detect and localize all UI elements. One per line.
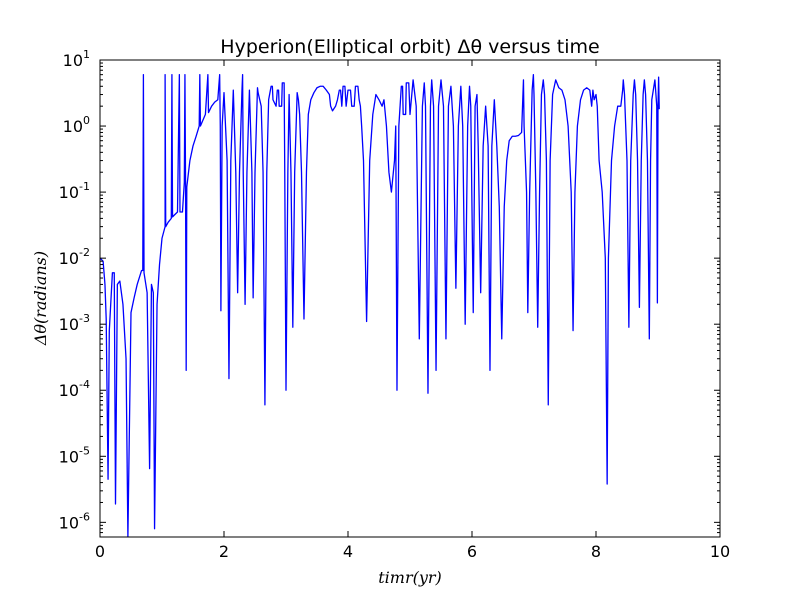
y-axis-label: Δθ(radians) bbox=[31, 251, 50, 346]
x-tick-label: 8 bbox=[591, 542, 601, 561]
plot-frame bbox=[99, 59, 721, 538]
x-axis-ticks: 0 2 4 6 8 10 bbox=[95, 60, 730, 561]
x-tick-label: 10 bbox=[710, 542, 730, 561]
y-tick-label: 10-1 bbox=[59, 180, 90, 202]
y-axis-ticks: 10-6 10-5 10-4 10-3 10-2 10-1 100 101 bbox=[59, 48, 720, 534]
y-tick-label: 10-5 bbox=[59, 444, 90, 466]
y-tick-label: 10-4 bbox=[59, 378, 90, 400]
x-tick-label: 6 bbox=[467, 542, 477, 561]
series-line-delta-theta bbox=[100, 74, 660, 537]
chart-title: Hyperion(Elliptical orbit) Δθ versus tim… bbox=[220, 36, 599, 58]
plot-area bbox=[100, 60, 720, 537]
y-tick-label: 10-6 bbox=[59, 510, 90, 532]
y-tick-label: 100 bbox=[63, 114, 90, 136]
x-tick-label: 4 bbox=[343, 542, 353, 561]
x-tick-label: 2 bbox=[219, 542, 229, 561]
x-tick-label: 0 bbox=[95, 542, 105, 561]
y-tick-label: 10-3 bbox=[59, 312, 90, 334]
x-axis-label: timr(yr) bbox=[378, 568, 442, 587]
y-tick-label: 10-2 bbox=[59, 246, 90, 268]
y-tick-label: 101 bbox=[63, 48, 90, 70]
